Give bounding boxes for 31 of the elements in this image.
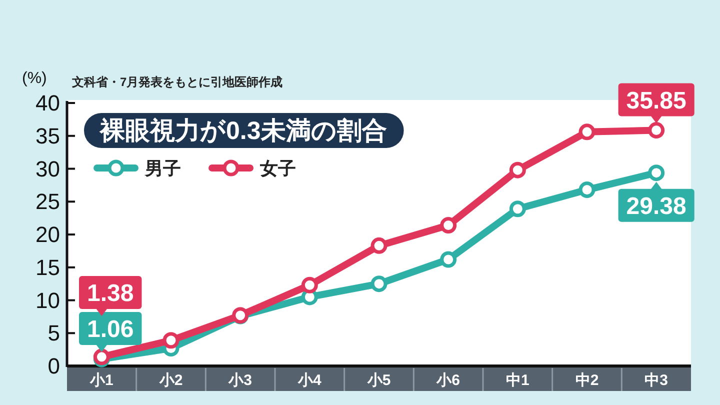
y-tick-label: 25	[36, 189, 60, 214]
x-tick-label: 中3	[644, 372, 668, 389]
value-label: 1.06	[79, 312, 142, 352]
data-label: 1.38	[87, 280, 134, 308]
y-tick-label: 20	[36, 222, 60, 247]
legend-label: 女子	[259, 158, 296, 178]
x-tick-label: 小6	[436, 372, 460, 389]
y-axis-title: (%)	[22, 70, 47, 87]
y-tick-label: 15	[36, 254, 60, 280]
x-tick-label: 小2	[158, 372, 183, 389]
x-tick-label: 小1	[88, 372, 114, 389]
value-label: 29.38	[618, 182, 694, 222]
value-label: 35.85	[618, 83, 694, 124]
y-tick-label: 10	[36, 288, 60, 313]
y-tick-label: 30	[36, 156, 60, 182]
data-label: 35.85	[626, 87, 686, 114]
text: 文科省・7月発表をもとに引地医師作成	[71, 75, 283, 89]
data-label: 1.06	[87, 316, 134, 344]
y-tick-label: 0	[48, 354, 60, 378]
y-tick-label: 35	[36, 123, 60, 148]
value-label: 1.38	[79, 276, 142, 316]
x-tick-label: 小4	[296, 372, 322, 389]
title: 裸眼視力が0.3未満の割合	[84, 113, 404, 148]
y-tick-label: 5	[48, 320, 60, 346]
x-tick-label: 中1	[506, 372, 530, 389]
legend-label: 男子	[144, 158, 181, 178]
x-tick-label: 小3	[228, 372, 252, 389]
data-label: 29.38	[626, 192, 686, 220]
y-tick-label: 40	[36, 90, 60, 116]
x-tick-label: 中2	[575, 372, 599, 389]
x-tick-label: 小5	[366, 372, 391, 389]
